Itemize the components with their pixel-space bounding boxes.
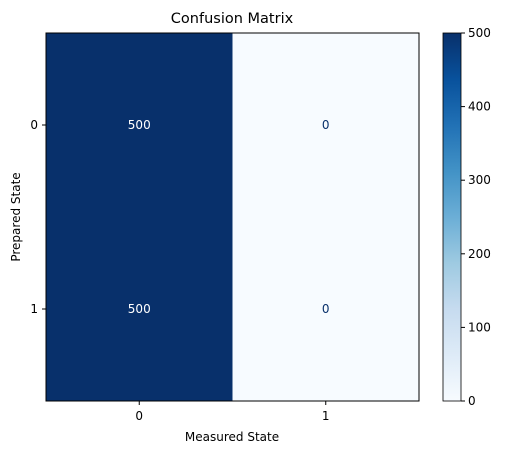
matrix-cell-label: 0 [322,302,330,316]
y-axis-ticks: 01 [30,118,46,316]
colorbar-tick-label: 400 [468,100,491,114]
x-tick-label: 0 [135,409,143,423]
colorbar-tick-label: 0 [468,394,476,408]
colorbar [442,32,462,402]
colorbar-tick-label: 500 [468,26,491,40]
plot-frame [45,32,420,402]
colorbar-tick-label: 300 [468,173,491,187]
matrix-cell-label: 0 [322,118,330,132]
matrix-cell [232,33,419,217]
matrix-cells [46,33,419,401]
colorbar-tick-label: 100 [468,320,491,334]
colorbar-tick-label: 200 [468,247,491,261]
x-tick-label: 1 [322,409,330,423]
matrix-cell [46,33,233,217]
matrix-cell [46,217,233,401]
x-axis-label: Measured State [185,430,279,444]
y-tick-label: 1 [30,302,38,316]
y-axis-label: Prepared State [9,172,23,261]
matrix-cell [232,217,419,401]
matrix-cell-labels: 500 0 500 0 [128,118,330,316]
matrix-cell-label: 500 [128,118,151,132]
colorbar-ticks: 0 100 200 300 400 500 [461,26,491,408]
matrix-cell-label: 500 [128,302,151,316]
chart-title: Confusion Matrix [171,11,294,27]
y-tick-label: 0 [30,118,38,132]
